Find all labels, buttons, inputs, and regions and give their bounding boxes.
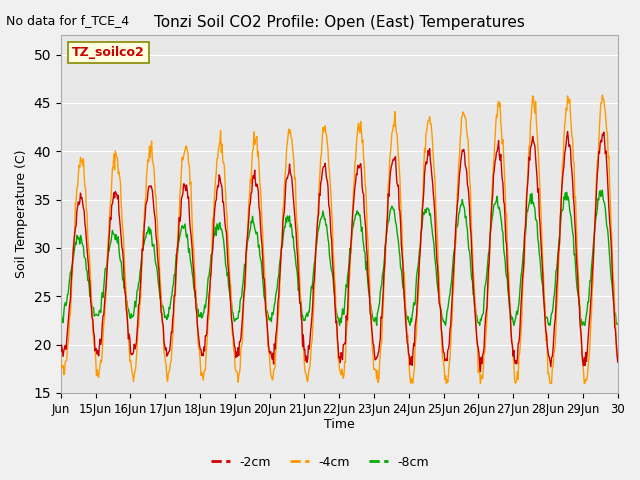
X-axis label: Time: Time xyxy=(324,419,355,432)
Legend: -2cm, -4cm, -8cm: -2cm, -4cm, -8cm xyxy=(206,451,434,474)
Title: Tonzi Soil CO2 Profile: Open (East) Temperatures: Tonzi Soil CO2 Profile: Open (East) Temp… xyxy=(154,15,525,30)
Y-axis label: Soil Temperature (C): Soil Temperature (C) xyxy=(15,150,28,278)
Text: TZ_soilco2: TZ_soilco2 xyxy=(72,46,145,59)
Text: No data for f_TCE_4: No data for f_TCE_4 xyxy=(6,14,129,27)
